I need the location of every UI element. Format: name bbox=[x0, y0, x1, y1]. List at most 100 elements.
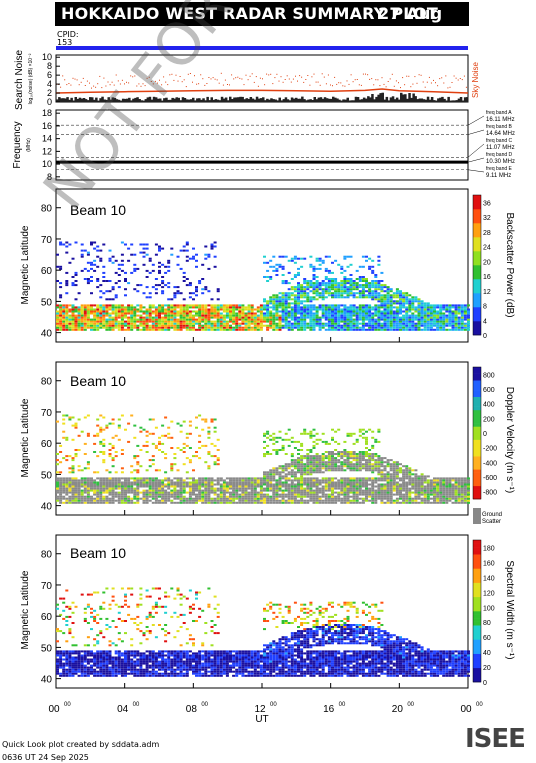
heat-cell bbox=[188, 328, 192, 331]
heat-cell bbox=[216, 298, 220, 301]
heat-cell bbox=[111, 322, 115, 325]
heat-cell bbox=[436, 316, 440, 319]
noise-dot bbox=[74, 78, 76, 80]
heat-cell bbox=[161, 304, 165, 307]
heat-cell bbox=[324, 292, 328, 295]
heat-cell bbox=[247, 312, 251, 315]
heat-cell bbox=[318, 501, 322, 504]
heat-cell bbox=[331, 292, 334, 295]
noise-dot bbox=[121, 79, 123, 81]
heat-cell bbox=[275, 318, 279, 321]
heat-cell bbox=[334, 282, 338, 285]
heat-cell bbox=[451, 326, 455, 329]
heat-cell bbox=[207, 308, 211, 311]
noise-dot bbox=[455, 77, 457, 79]
heat-cell bbox=[402, 302, 406, 305]
heat-cell bbox=[451, 310, 455, 313]
heat-cell bbox=[170, 304, 174, 307]
heat-cell bbox=[213, 483, 217, 486]
heat-cell bbox=[164, 416, 168, 419]
heat-cell bbox=[108, 328, 112, 331]
heat-cell bbox=[411, 501, 415, 504]
heat-cell bbox=[188, 487, 192, 490]
heat-cell bbox=[392, 477, 396, 480]
heat-cell bbox=[315, 461, 319, 464]
heat-cell bbox=[65, 292, 69, 295]
heat-cell bbox=[402, 487, 406, 490]
heat-cell bbox=[439, 308, 443, 311]
heat-cell bbox=[343, 481, 347, 484]
heat-cell bbox=[368, 489, 372, 492]
heat-cell bbox=[361, 432, 365, 435]
heat-cell bbox=[222, 487, 226, 490]
heat-cell bbox=[340, 318, 344, 321]
search-noise-bar bbox=[422, 99, 426, 102]
heat-cell bbox=[324, 495, 328, 498]
noise-dot bbox=[107, 81, 109, 83]
heat-cell bbox=[74, 316, 78, 319]
heat-cell bbox=[365, 483, 368, 486]
heat-cell bbox=[337, 326, 341, 329]
heat-cell bbox=[371, 479, 375, 482]
heat-cell bbox=[272, 449, 276, 451]
heat-cell bbox=[355, 328, 359, 331]
heat-cell bbox=[321, 292, 325, 295]
heat-cell bbox=[290, 324, 294, 327]
heat-cell bbox=[287, 320, 291, 323]
heat-cell bbox=[420, 501, 424, 504]
heat-cell bbox=[114, 471, 118, 474]
heat-cell bbox=[380, 497, 384, 500]
heat-cell bbox=[423, 302, 427, 305]
heat-cell bbox=[232, 316, 236, 319]
heat-cell bbox=[204, 245, 208, 248]
heat-cell bbox=[454, 310, 458, 313]
heat-cell bbox=[59, 451, 63, 453]
heat-cell bbox=[334, 459, 338, 462]
heat-cell bbox=[327, 477, 331, 480]
y-tick-label: 60 bbox=[41, 266, 53, 277]
search-noise-bar bbox=[290, 97, 294, 102]
heat-cell bbox=[368, 318, 372, 321]
noise-dot bbox=[422, 81, 424, 83]
heat-cell bbox=[343, 278, 347, 280]
heat-cell bbox=[355, 324, 359, 327]
heat-cell bbox=[340, 286, 344, 289]
heat-cell bbox=[59, 489, 63, 492]
heat-cell bbox=[284, 280, 288, 282]
heat-cell bbox=[133, 483, 137, 486]
heat-cell bbox=[399, 501, 402, 504]
heat-cell bbox=[389, 481, 393, 484]
heat-cell bbox=[213, 463, 217, 466]
heat-cell bbox=[83, 487, 87, 490]
heat-cell bbox=[124, 288, 127, 291]
heat-cell bbox=[269, 318, 273, 321]
heat-cell bbox=[355, 487, 359, 490]
heat-cell bbox=[173, 314, 177, 317]
noise-dot bbox=[290, 81, 292, 83]
heat-cell bbox=[62, 497, 66, 500]
heat-cell bbox=[158, 312, 161, 315]
heat-cell bbox=[346, 463, 350, 466]
heat-cell bbox=[117, 497, 121, 500]
heat-cell bbox=[232, 495, 236, 498]
heat-cell bbox=[309, 308, 313, 311]
heat-cell bbox=[65, 477, 69, 480]
heat-cell bbox=[244, 489, 248, 492]
heat-cell bbox=[293, 320, 297, 323]
heat-cell bbox=[213, 306, 217, 309]
heat-cell bbox=[176, 304, 180, 307]
noise-dot bbox=[342, 85, 344, 87]
heat-cell bbox=[195, 481, 198, 484]
heat-cell bbox=[402, 298, 406, 301]
heat-cell bbox=[96, 308, 100, 311]
heat-cell bbox=[423, 322, 427, 325]
search-noise-bar bbox=[165, 97, 168, 102]
colorbar-segment bbox=[473, 258, 481, 262]
heat-cell bbox=[380, 465, 384, 468]
heat-cell bbox=[454, 308, 458, 311]
heat-cell bbox=[306, 304, 310, 307]
heat-cell bbox=[176, 481, 180, 484]
heat-cell bbox=[83, 322, 87, 325]
heat-cell bbox=[361, 310, 365, 313]
heat-cell bbox=[420, 306, 424, 309]
